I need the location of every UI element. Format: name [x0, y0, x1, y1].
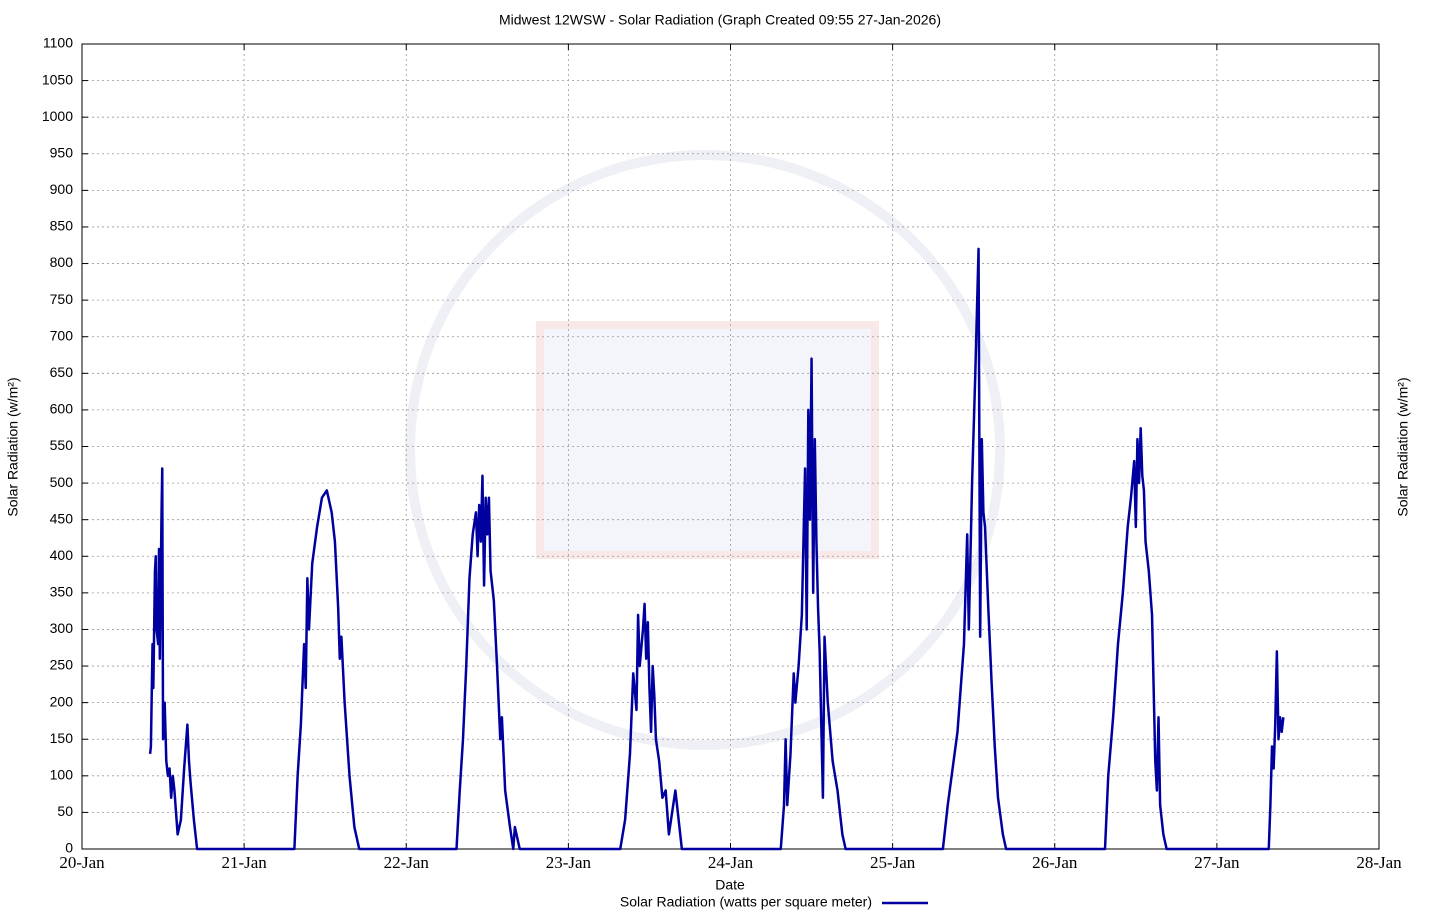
y-tick-label: 0	[65, 840, 73, 856]
y-tick-label: 1050	[42, 71, 73, 87]
y-tick-label: 800	[50, 254, 74, 270]
y-tick-label: 500	[50, 474, 74, 490]
y-tick-label: 100	[50, 767, 74, 783]
y-tick-label: 150	[50, 730, 74, 746]
y-tick-label: 650	[50, 364, 74, 380]
y-tick-label: 400	[50, 547, 74, 563]
x-tick-label: 22-Jan	[384, 853, 430, 872]
y-tick-label: 700	[50, 327, 74, 343]
x-tick-label: 20-Jan	[59, 853, 105, 872]
y-tick-label: 1100	[43, 35, 73, 51]
y-tick-label: 350	[50, 584, 74, 600]
x-tick-label: 23-Jan	[546, 853, 592, 872]
y-tick-label: 950	[50, 144, 74, 160]
x-tick-label: 28-Jan	[1356, 853, 1402, 872]
y-tick-label: 250	[50, 657, 74, 673]
y-tick-label: 900	[50, 181, 74, 197]
y-tick-label: 750	[50, 291, 74, 307]
x-tick-label: 25-Jan	[870, 853, 916, 872]
y-tick-label: 300	[50, 620, 74, 636]
y-tick-label: 600	[50, 401, 74, 417]
y-axis-label: Solar Radiation (w/m²)	[5, 377, 21, 516]
x-tick-label: 21-Jan	[221, 853, 267, 872]
y-tick-label: 450	[50, 510, 74, 526]
legend-label: Solar Radiation (watts per square meter)	[620, 894, 872, 910]
x-tick-label: 26-Jan	[1032, 853, 1078, 872]
y-tick-label: 200	[50, 693, 74, 709]
data-line	[148, 247, 1285, 851]
y-tick-label: 550	[50, 437, 74, 453]
chart-title: Midwest 12WSW - Solar Radiation (Graph C…	[499, 12, 941, 28]
y-tick-label: 850	[50, 218, 74, 234]
x-tick-label: 27-Jan	[1194, 853, 1240, 872]
x-axis-label: Date	[715, 877, 745, 893]
x-tick-label: 24-Jan	[708, 853, 754, 872]
y-tick-label: 1000	[42, 108, 73, 124]
watermark	[405, 150, 1005, 750]
watermark-flag	[536, 321, 879, 559]
y-tick-label: 50	[57, 803, 73, 819]
y2-axis-label: Solar Radiation (w/m²)	[1395, 377, 1411, 516]
